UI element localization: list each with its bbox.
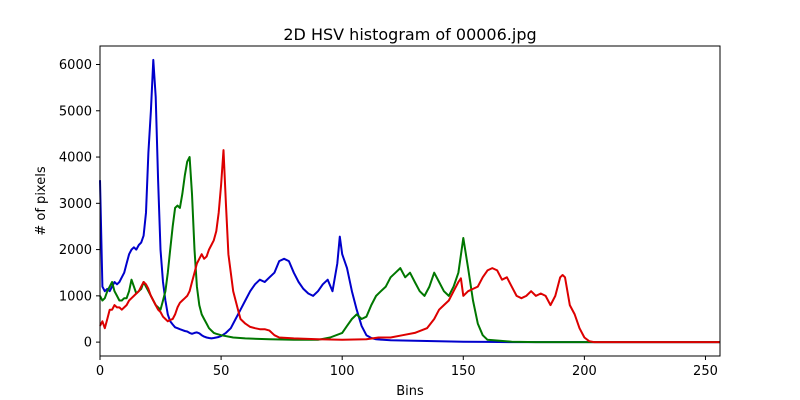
plot-area — [99, 58, 720, 344]
y-tick-label-0: 0 — [84, 336, 92, 351]
series-line-0 — [99, 58, 720, 344]
y-tick-label-5: 5000 — [59, 104, 92, 119]
x-tick-label-4: 200 — [572, 364, 597, 379]
y-axis-label: # of pixels — [34, 166, 49, 235]
chart-title: 2D HSV histogram of 00006.jpg — [283, 25, 536, 44]
y-tick-label-3: 3000 — [59, 197, 92, 212]
x-axis-label: Bins — [396, 384, 424, 399]
y-tick-label-4: 4000 — [59, 151, 92, 166]
y-tick-label-2: 2000 — [59, 243, 92, 258]
axes-frame — [99, 45, 721, 357]
x-tick-label-3: 150 — [451, 364, 476, 379]
y-tick-label-6: 6000 — [59, 58, 92, 73]
x-tick-label-2: 100 — [330, 364, 355, 379]
y-axis: 0 1000 2000 3000 4000 5000 6000 — [59, 58, 100, 351]
x-tick-label-5: 250 — [693, 364, 718, 379]
series-line-1 — [99, 156, 720, 344]
y-tick-label-1: 1000 — [59, 289, 92, 304]
x-tick-label-0: 0 — [96, 364, 104, 379]
x-tick-label-1: 50 — [213, 364, 230, 379]
x-axis: 0 50 100 150 200 250 — [96, 356, 718, 379]
series-line-2 — [99, 149, 720, 344]
